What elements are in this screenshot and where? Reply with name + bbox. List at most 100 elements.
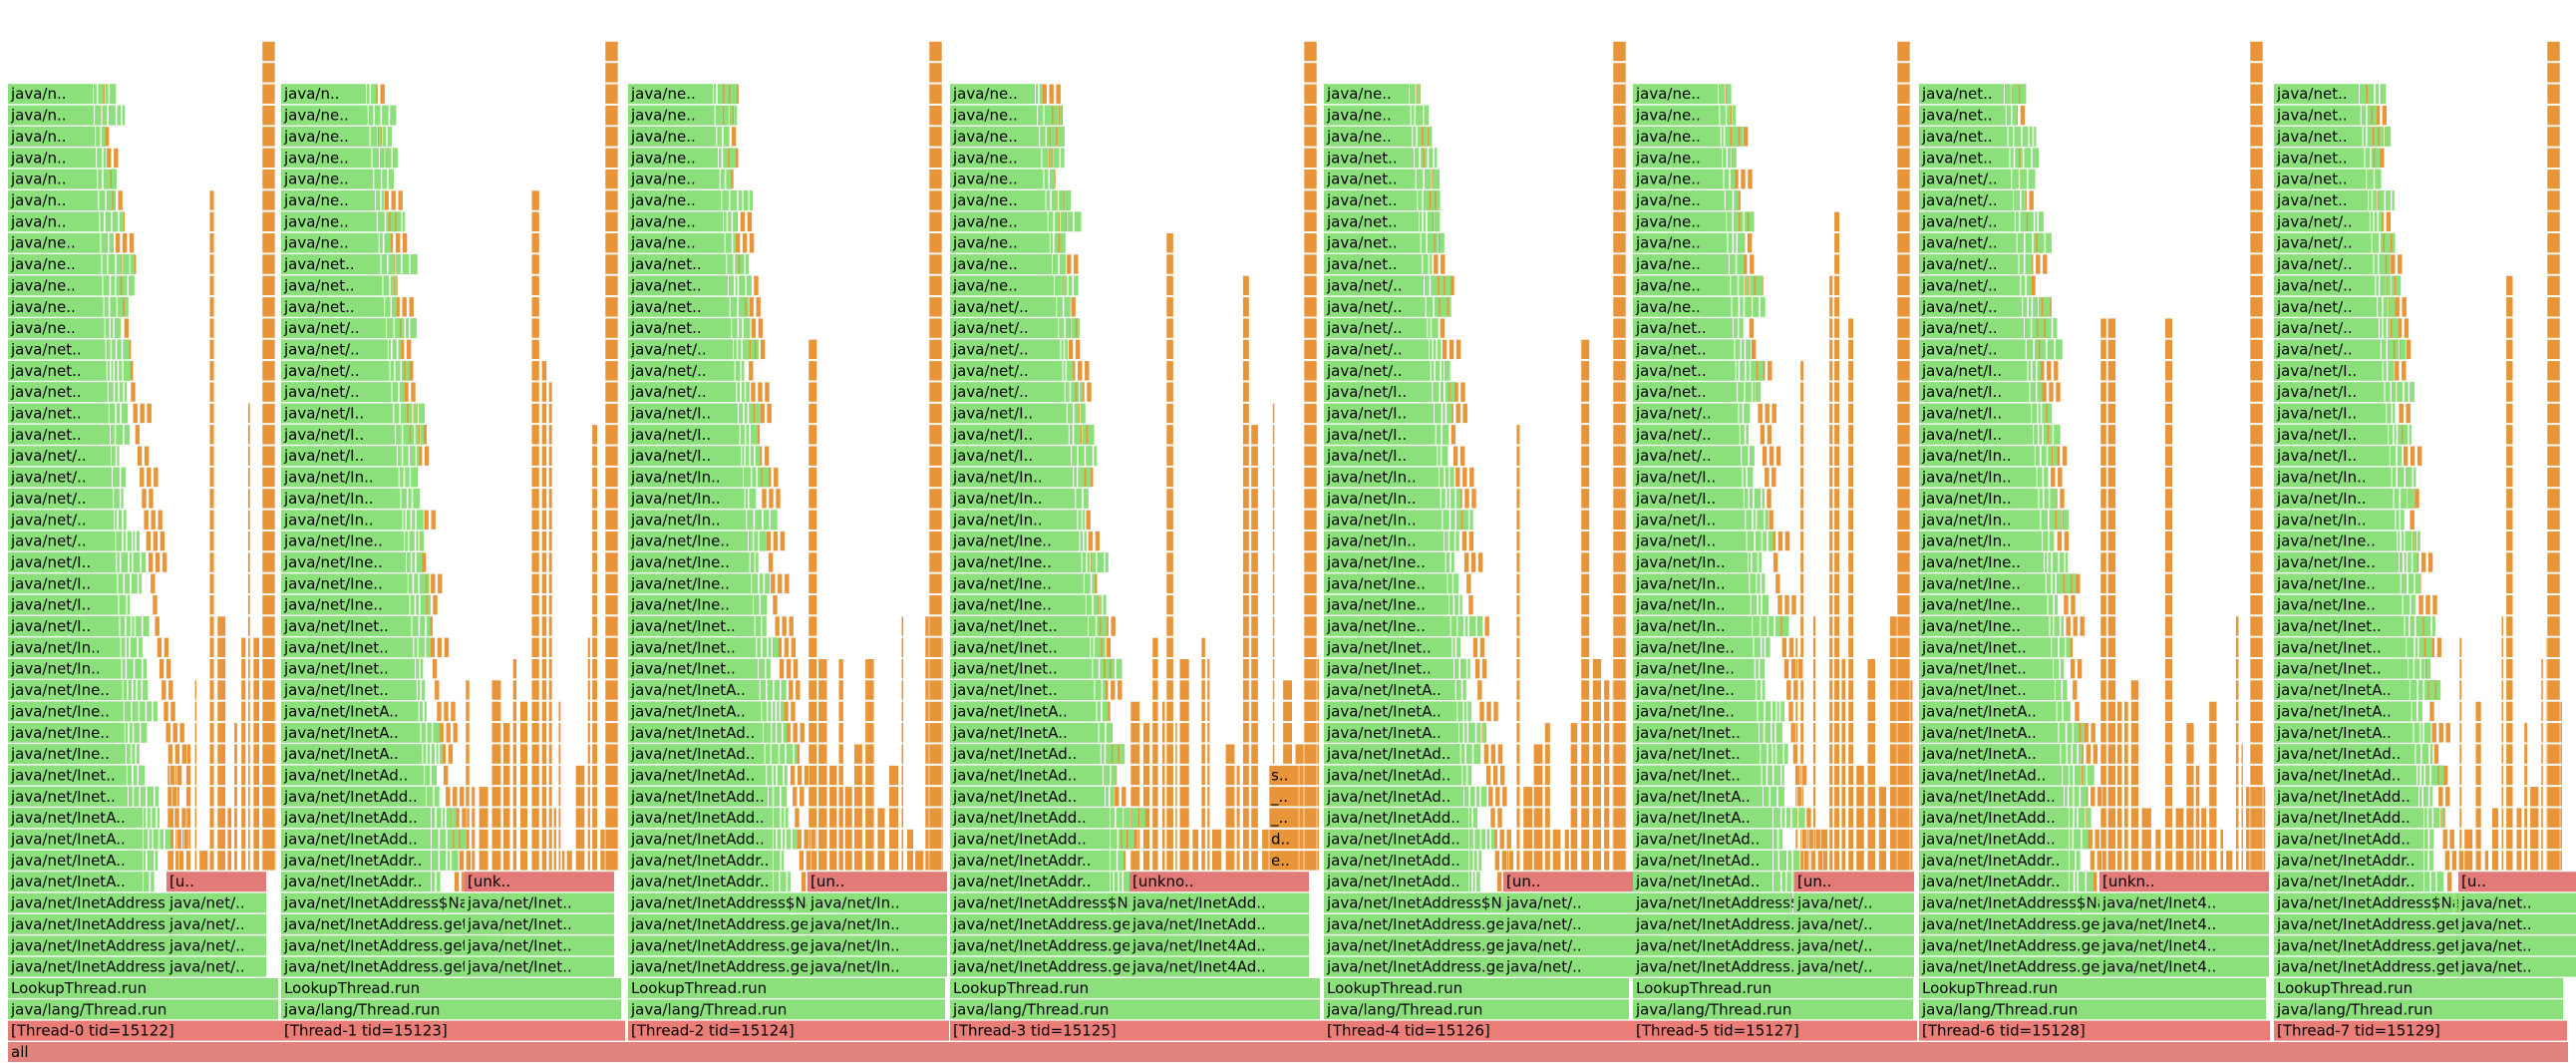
java-frame[interactable] <box>628 722 763 743</box>
java-frame-sliver[interactable] <box>2028 360 2031 381</box>
native-frame[interactable] <box>1463 551 1469 573</box>
java-frame[interactable] <box>628 786 768 807</box>
native-frame[interactable] <box>512 850 517 872</box>
java-frame-sliver[interactable] <box>1099 594 1102 615</box>
native-frame[interactable] <box>1833 232 1840 253</box>
java-frame-sliver[interactable] <box>1469 829 1473 850</box>
native-frame[interactable] <box>530 381 540 403</box>
native-frame[interactable] <box>2041 381 2048 403</box>
java-frame-sliver[interactable] <box>1426 296 1434 317</box>
java-frame-sliver[interactable] <box>2420 765 2424 786</box>
native-frame[interactable] <box>1812 743 1816 765</box>
java-frame-sliver[interactable] <box>774 872 779 892</box>
native-frame[interactable] <box>809 829 816 850</box>
java-frame[interactable] <box>2274 190 2369 210</box>
native-frame[interactable] <box>261 722 276 744</box>
native-frame[interactable] <box>1896 360 1911 382</box>
java-frame-sliver[interactable] <box>2014 190 2020 210</box>
native-frame[interactable] <box>1771 403 1777 424</box>
native-frame[interactable] <box>2249 743 2264 765</box>
native-frame[interactable] <box>2505 531 2514 551</box>
java-frame-sliver[interactable] <box>1476 722 1481 743</box>
java-frame[interactable] <box>2274 935 2468 956</box>
native-frame[interactable] <box>928 850 943 872</box>
java-frame-sliver[interactable] <box>413 488 421 509</box>
native-frame[interactable] <box>208 551 215 573</box>
native-frame[interactable] <box>1612 317 1627 339</box>
native-frame[interactable] <box>1612 615 1627 637</box>
native-frame[interactable] <box>1055 83 1062 105</box>
native-frame[interactable] <box>1242 339 1250 360</box>
native-frame[interactable] <box>1242 531 1250 551</box>
native-frame[interactable] <box>478 850 489 872</box>
java-frame[interactable] <box>281 318 386 339</box>
native-frame[interactable] <box>1200 701 1206 722</box>
native-frame[interactable] <box>1492 701 1499 722</box>
java-frame-sliver[interactable] <box>2086 808 2092 829</box>
java-frame-sliver[interactable] <box>1434 211 1441 232</box>
unknown-frame[interactable] <box>1503 872 1663 892</box>
java-frame-sliver[interactable] <box>1418 190 1423 210</box>
native-frame[interactable] <box>2154 829 2162 850</box>
native-frame[interactable] <box>2458 722 2462 744</box>
java-frame-sliver[interactable] <box>724 105 729 126</box>
native-frame[interactable] <box>803 829 809 850</box>
native-frame[interactable] <box>1250 743 1259 765</box>
java-frame-sliver[interactable] <box>2012 169 2019 189</box>
native-frame[interactable] <box>2540 679 2544 701</box>
java-frame-sliver[interactable] <box>95 105 102 126</box>
native-frame[interactable] <box>928 701 943 722</box>
native-frame[interactable] <box>1268 786 1300 808</box>
native-frame[interactable] <box>512 829 517 850</box>
native-frame[interactable] <box>837 850 844 872</box>
java-frame[interactable] <box>950 701 1097 722</box>
native-frame[interactable] <box>888 786 899 808</box>
native-frame[interactable] <box>2546 253 2561 275</box>
native-frame[interactable] <box>604 275 619 296</box>
native-frame[interactable] <box>1896 636 1911 658</box>
native-frame[interactable] <box>2546 829 2561 850</box>
java-frame[interactable] <box>950 275 1055 296</box>
java-frame-sliver[interactable] <box>1490 829 1495 850</box>
java-frame[interactable] <box>950 424 1069 445</box>
native-frame[interactable] <box>541 594 547 615</box>
native-frame[interactable] <box>1303 531 1318 551</box>
native-frame[interactable] <box>1817 850 1823 872</box>
native-frame[interactable] <box>1242 701 1250 722</box>
java-frame[interactable] <box>281 254 381 274</box>
native-frame[interactable] <box>432 594 439 615</box>
java-frame[interactable] <box>628 956 837 977</box>
native-frame[interactable] <box>2107 658 2116 680</box>
native-frame[interactable] <box>233 722 238 744</box>
native-frame[interactable] <box>2405 403 2412 424</box>
java-frame-sliver[interactable] <box>1059 254 1067 274</box>
native-frame[interactable] <box>2546 126 2561 148</box>
native-frame[interactable] <box>761 488 768 510</box>
java-frame-sliver[interactable] <box>2406 467 2413 488</box>
native-frame[interactable] <box>876 829 886 850</box>
native-frame[interactable] <box>1896 467 1911 488</box>
native-frame[interactable] <box>1896 339 1911 360</box>
native-frame[interactable] <box>1794 829 1798 850</box>
java-frame-sliver[interactable] <box>1071 382 1076 403</box>
java-frame-sliver[interactable] <box>2401 488 2408 509</box>
java-frame-sliver[interactable] <box>1074 211 1082 232</box>
java-frame[interactable] <box>465 892 614 913</box>
native-frame[interactable] <box>512 722 517 744</box>
native-frame[interactable] <box>2523 829 2528 850</box>
native-frame[interactable] <box>2175 807 2184 829</box>
java-frame-sliver[interactable] <box>2426 658 2431 679</box>
native-frame[interactable] <box>1455 339 1461 360</box>
java-frame-sliver[interactable] <box>1078 446 1085 467</box>
native-frame[interactable] <box>1515 829 1520 850</box>
native-frame[interactable] <box>397 189 404 211</box>
java-frame[interactable] <box>8 744 126 765</box>
java-frame-sliver[interactable] <box>1758 360 1764 381</box>
java-frame-sliver[interactable] <box>2035 446 2041 467</box>
java-frame-sliver[interactable] <box>1065 318 1071 339</box>
native-frame[interactable] <box>2116 765 2123 786</box>
native-frame[interactable] <box>1580 786 1590 808</box>
java-frame[interactable] <box>1633 254 1729 274</box>
native-frame[interactable] <box>1515 636 1520 658</box>
native-frame[interactable] <box>1242 722 1250 744</box>
